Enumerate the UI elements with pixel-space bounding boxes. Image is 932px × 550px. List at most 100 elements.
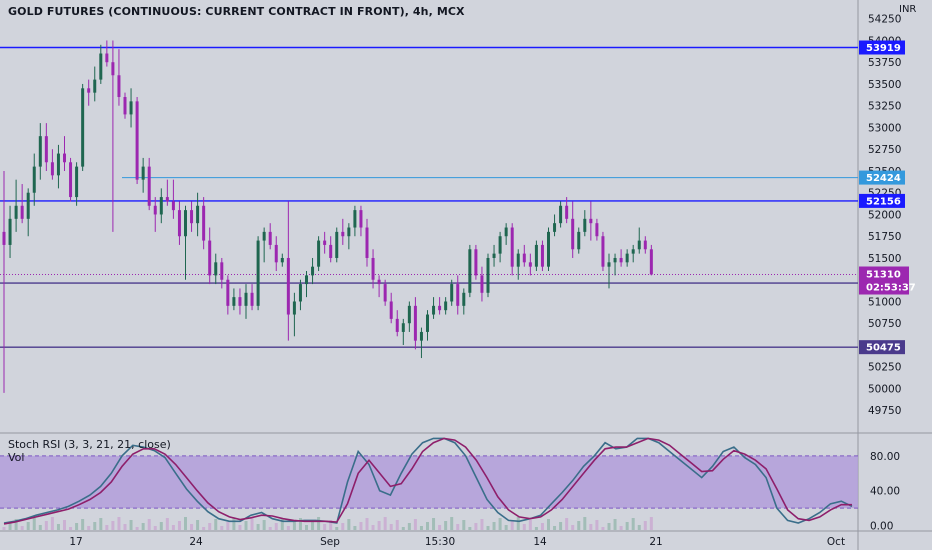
candle	[268, 223, 272, 250]
price-tick-label: 53250	[868, 101, 901, 113]
candle	[232, 288, 236, 311]
candle	[292, 292, 296, 337]
candle	[438, 297, 442, 315]
candle-body	[56, 153, 60, 176]
candle-body	[129, 101, 133, 115]
volume-bar	[510, 521, 514, 530]
candle-body	[613, 257, 617, 263]
volume-bar	[359, 522, 363, 530]
candle-body	[14, 205, 18, 219]
candle-body	[256, 240, 260, 306]
volume-bar	[631, 518, 635, 530]
candle	[607, 253, 611, 289]
volume-bar	[292, 522, 296, 530]
candle-body	[595, 223, 599, 237]
volume-bar	[159, 522, 163, 530]
candle	[450, 279, 454, 306]
indicator-title[interactable]: Stoch RSI (3, 3, 21, 21, close)	[8, 438, 171, 451]
candle-body	[492, 253, 496, 258]
candle-body	[2, 231, 6, 245]
candle-body	[353, 210, 357, 228]
volume-label: Vol	[8, 451, 25, 464]
candle-body	[159, 197, 163, 215]
price-badge-label: 50475	[866, 343, 901, 354]
candle-body	[649, 249, 653, 275]
candle-body	[311, 266, 315, 276]
volume-bar	[99, 518, 103, 530]
volume-bar	[32, 518, 36, 530]
volume-bar	[565, 518, 569, 530]
candle-body	[589, 218, 593, 224]
candle	[323, 231, 327, 254]
candle	[87, 79, 91, 106]
candle-body	[547, 231, 550, 267]
candle-body	[244, 292, 248, 306]
price-badges: 53919524245215651212504755131002:53:37	[859, 40, 916, 355]
candle	[547, 227, 550, 272]
volume-bar	[371, 525, 375, 530]
rsi-tick-label: 0.00	[870, 521, 893, 533]
candle	[534, 240, 538, 272]
candle	[637, 227, 641, 254]
volume-bar	[468, 527, 472, 530]
countdown-label: 02:53:37	[866, 283, 916, 294]
candle	[474, 244, 478, 280]
volume-bar	[583, 517, 587, 530]
price-tick-label: 53000	[868, 122, 901, 134]
candle	[643, 236, 647, 254]
volume-bar	[595, 520, 599, 530]
candle	[456, 275, 460, 315]
volume-bar	[232, 518, 236, 530]
volume-bar	[413, 519, 417, 530]
volume-bar	[383, 517, 387, 530]
time-tick-label: 17	[69, 536, 82, 548]
volume-bar	[81, 519, 85, 530]
candle-body	[147, 166, 151, 206]
candle	[141, 157, 145, 193]
candle	[298, 279, 302, 311]
candle-body	[619, 257, 623, 263]
volume-bar	[184, 517, 187, 530]
price-tick-label: 50000	[868, 383, 901, 395]
candle	[184, 205, 187, 280]
candle-body	[438, 305, 442, 311]
candle-body	[329, 244, 333, 258]
candle	[311, 257, 315, 285]
volume-bar	[389, 524, 393, 530]
candle-body	[117, 75, 121, 98]
price-badge	[859, 340, 905, 355]
price-tick-label: 52000	[868, 209, 901, 221]
candle	[625, 249, 629, 267]
volume-bar	[480, 519, 484, 530]
candle-body	[504, 227, 508, 237]
volume-bar	[250, 517, 254, 530]
candle-body	[474, 249, 478, 276]
volume-bar	[226, 522, 230, 530]
time-tick-label: Oct	[827, 536, 845, 548]
candle	[371, 249, 375, 289]
time-tick-label: 14	[533, 536, 547, 548]
currency-label: INR	[899, 4, 917, 15]
price-levels	[0, 46, 858, 348]
volume-bar	[450, 517, 454, 530]
price-tick-label: 51500	[868, 253, 901, 265]
candle	[153, 197, 157, 232]
volume-bar	[571, 525, 575, 530]
candle-body	[32, 166, 36, 193]
price-tick-label: 53750	[868, 57, 901, 69]
candle	[365, 218, 369, 267]
candle-body	[450, 284, 454, 302]
price-badge	[859, 170, 905, 185]
candle-body	[93, 79, 97, 93]
candle-body	[81, 88, 85, 167]
volume-bar	[426, 522, 429, 530]
candle	[56, 144, 60, 189]
candle-body	[50, 162, 54, 176]
volume-bar	[419, 526, 423, 530]
candle-body	[468, 249, 472, 293]
candle	[63, 136, 66, 171]
candle	[111, 40, 115, 232]
volume-bar	[129, 520, 133, 530]
candle-body	[643, 240, 647, 250]
